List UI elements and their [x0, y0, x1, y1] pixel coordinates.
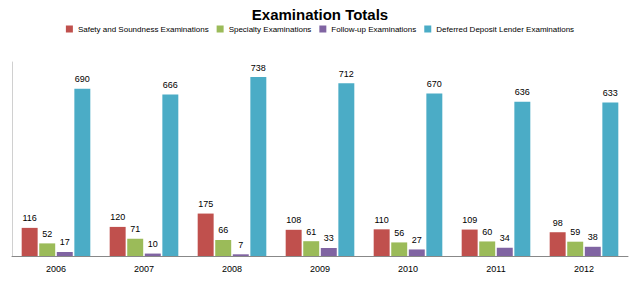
svg-text:Specialty Examinations: Specialty Examinations: [229, 25, 312, 34]
svg-text:116: 116: [22, 213, 36, 223]
svg-text:Deferred Deposit Lender Examin: Deferred Deposit Lender Examinations: [436, 25, 574, 34]
svg-text:2010: 2010: [398, 264, 418, 274]
svg-text:60: 60: [482, 227, 492, 237]
svg-text:670: 670: [427, 79, 442, 89]
svg-text:Safety and Soundness Examinati: Safety and Soundness Examinations: [78, 25, 209, 34]
svg-text:38: 38: [588, 232, 598, 242]
svg-text:61: 61: [306, 227, 316, 237]
svg-text:2007: 2007: [134, 264, 154, 274]
svg-text:Follow-up Examinations: Follow-up Examinations: [331, 25, 416, 34]
svg-text:2012: 2012: [574, 264, 594, 274]
svg-text:175: 175: [198, 199, 213, 209]
svg-text:2008: 2008: [222, 264, 242, 274]
svg-text:2006: 2006: [46, 264, 66, 274]
svg-text:108: 108: [286, 215, 301, 225]
svg-text:52: 52: [42, 229, 52, 239]
svg-text:666: 666: [163, 80, 178, 90]
svg-text:110: 110: [374, 215, 388, 225]
svg-text:59: 59: [570, 227, 580, 237]
svg-text:Examination Totals: Examination Totals: [252, 6, 388, 23]
svg-text:7: 7: [238, 240, 243, 250]
svg-text:56: 56: [394, 228, 404, 238]
svg-text:120: 120: [110, 212, 125, 222]
svg-text:109: 109: [462, 215, 477, 225]
svg-text:27: 27: [412, 235, 422, 245]
svg-text:2011: 2011: [486, 264, 505, 274]
svg-text:636: 636: [515, 87, 530, 97]
svg-text:10: 10: [148, 239, 158, 249]
svg-text:2009: 2009: [310, 264, 330, 274]
svg-text:34: 34: [500, 233, 510, 243]
svg-text:98: 98: [553, 218, 563, 228]
svg-text:71: 71: [130, 224, 140, 234]
svg-text:633: 633: [603, 88, 618, 98]
svg-text:17: 17: [60, 237, 70, 247]
svg-text:33: 33: [324, 233, 334, 243]
svg-text:66: 66: [218, 225, 228, 235]
svg-text:690: 690: [75, 74, 90, 84]
svg-text:738: 738: [251, 63, 266, 73]
svg-text:712: 712: [339, 69, 354, 79]
